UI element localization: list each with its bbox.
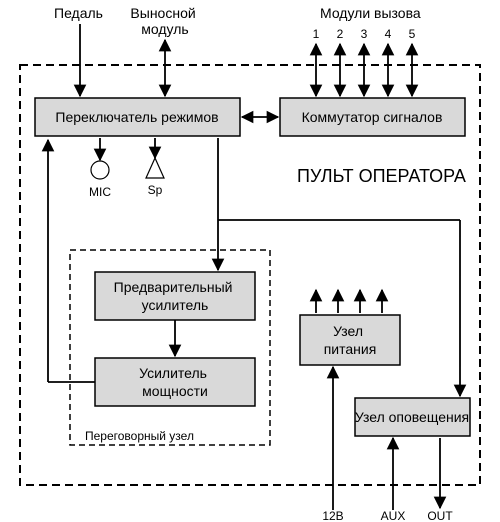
module-number-3: 3 <box>361 27 368 41</box>
module-number-1: 1 <box>313 27 320 41</box>
operator-console-title: ПУЛЬТ ОПЕРАТОРА <box>297 166 466 186</box>
v12-label: 12В <box>322 509 343 522</box>
call-modules-label: Модули вызова <box>320 5 421 21</box>
aux-label: AUX <box>381 509 406 522</box>
module-number-2: 2 <box>337 27 344 41</box>
mic-label: MIC <box>89 185 111 199</box>
mode-switch-text: Переключатель режимов <box>55 109 218 125</box>
alert-node-text: Узел оповещения <box>355 409 469 425</box>
module-number-5: 5 <box>409 27 416 41</box>
sp-icon <box>146 158 164 178</box>
out-label: OUT <box>427 509 453 522</box>
intercom-label: Переговорный узел <box>85 429 194 443</box>
signal-switch-text: Коммутатор сигналов <box>302 109 443 125</box>
mic-icon <box>91 161 109 179</box>
sp-label: Sp <box>148 183 163 197</box>
remote-module-label: Выносной модуль <box>130 5 199 37</box>
module-number-4: 4 <box>385 27 392 41</box>
call-modules-group: 1 2 3 4 5 <box>313 27 416 96</box>
pedal-label: Педаль <box>54 5 103 21</box>
